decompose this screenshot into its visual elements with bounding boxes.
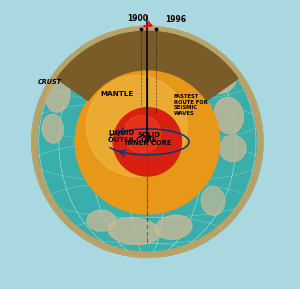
Ellipse shape xyxy=(155,215,192,239)
Ellipse shape xyxy=(178,48,217,73)
Ellipse shape xyxy=(42,114,63,143)
Text: 1996: 1996 xyxy=(165,15,186,24)
Ellipse shape xyxy=(220,135,246,162)
Text: 1900: 1900 xyxy=(127,14,148,23)
Wedge shape xyxy=(57,32,238,142)
Ellipse shape xyxy=(203,64,236,93)
Circle shape xyxy=(32,26,263,257)
Ellipse shape xyxy=(214,97,243,134)
Circle shape xyxy=(86,75,188,177)
Ellipse shape xyxy=(108,218,160,244)
Text: SOLID
INNER CORE: SOLID INNER CORE xyxy=(125,132,172,146)
Wedge shape xyxy=(32,26,263,257)
Circle shape xyxy=(113,108,182,176)
Ellipse shape xyxy=(46,79,70,112)
Ellipse shape xyxy=(201,187,225,215)
Text: LIQUID
OUTER CORE: LIQUID OUTER CORE xyxy=(108,130,157,143)
Text: MANTLE: MANTLE xyxy=(100,91,133,97)
Wedge shape xyxy=(57,32,238,101)
Circle shape xyxy=(123,115,161,153)
Circle shape xyxy=(75,70,220,214)
Text: FASTEST
ROUTE FOR
SEISMIC
WAVES: FASTEST ROUTE FOR SEISMIC WAVES xyxy=(174,94,208,116)
Ellipse shape xyxy=(87,210,116,231)
Text: CRUST: CRUST xyxy=(38,79,62,85)
